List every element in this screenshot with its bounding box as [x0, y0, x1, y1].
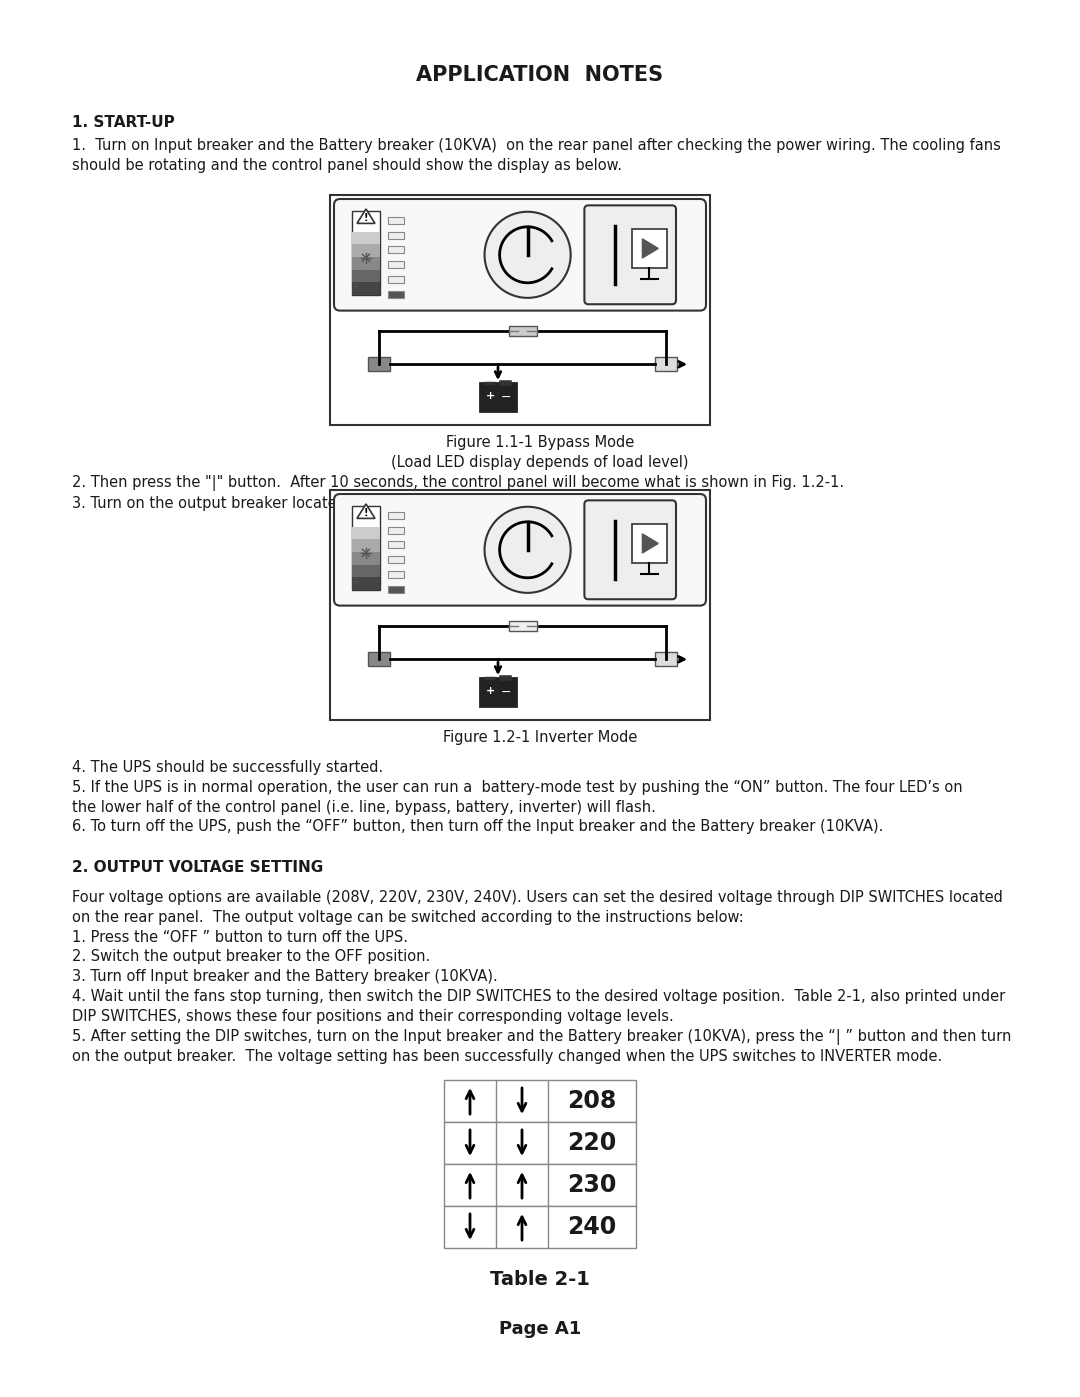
Bar [330, 490, 710, 719]
Bar [388, 291, 404, 298]
Text: −: − [501, 391, 511, 404]
Polygon shape [643, 534, 658, 553]
Text: 4. The UPS should be successfully started.
5. If the UPS is in normal operation,: 4. The UPS should be successfully starte… [72, 760, 962, 834]
Bar [388, 261, 404, 268]
Text: -: - [375, 576, 378, 585]
FancyBboxPatch shape [334, 495, 706, 606]
Bar [509, 620, 537, 631]
Bar [444, 1206, 636, 1248]
Circle shape [485, 507, 570, 592]
Bar [388, 556, 404, 563]
Bar [388, 585, 404, 592]
Text: +: + [485, 391, 495, 401]
FancyBboxPatch shape [334, 198, 706, 310]
Bar [388, 527, 404, 534]
Bar [352, 257, 380, 270]
Bar [654, 652, 677, 666]
Bar [352, 527, 380, 539]
Polygon shape [643, 239, 658, 258]
Bar [352, 232, 380, 244]
Text: Figure 1.2-1 Inverter Mode: Figure 1.2-1 Inverter Mode [443, 731, 637, 745]
Bar [388, 571, 404, 578]
Bar [480, 678, 516, 705]
Bar [388, 217, 404, 224]
Text: (Load LED display depends of load level): (Load LED display depends of load level) [391, 455, 689, 469]
Bar [654, 358, 677, 372]
Text: −: − [501, 686, 511, 698]
Text: 220: 220 [567, 1132, 617, 1155]
Bar [632, 524, 667, 563]
Text: !: ! [364, 212, 368, 224]
Text: 230: 230 [567, 1173, 617, 1197]
Bar [444, 1122, 636, 1164]
Text: Figure 1.1-1 Bypass Mode: Figure 1.1-1 Bypass Mode [446, 434, 634, 450]
Bar [352, 539, 380, 552]
Bar [632, 229, 667, 267]
Bar [330, 196, 710, 425]
Text: 1.  Turn on Input breaker and the Battery breaker (10KVA)  on the rear panel aft: 1. Turn on Input breaker and the Battery… [72, 138, 1001, 173]
Bar [352, 211, 380, 295]
FancyBboxPatch shape [584, 205, 676, 305]
Text: APPLICATION  NOTES: APPLICATION NOTES [417, 66, 663, 85]
Bar [480, 383, 516, 411]
Circle shape [485, 212, 570, 298]
Bar [352, 577, 380, 590]
Text: -: - [375, 281, 378, 291]
Text: !: ! [364, 509, 368, 518]
Text: Page A1: Page A1 [499, 1320, 581, 1338]
Bar [352, 506, 380, 590]
Bar [509, 326, 537, 335]
Bar [368, 358, 390, 372]
Bar [352, 270, 380, 282]
Text: Four voltage options are available (208V, 220V, 230V, 240V). Users can set the d: Four voltage options are available (208V… [72, 890, 1011, 1065]
Text: 2. OUTPUT VOLTAGE SETTING: 2. OUTPUT VOLTAGE SETTING [72, 861, 323, 875]
Text: 240: 240 [567, 1215, 617, 1239]
Bar [352, 552, 380, 564]
Bar [444, 1164, 636, 1206]
Bar [388, 232, 404, 239]
Text: +: + [352, 577, 360, 585]
Text: 208: 208 [567, 1090, 617, 1113]
Text: +: + [352, 282, 360, 291]
Bar [388, 542, 404, 549]
Polygon shape [357, 504, 375, 518]
Text: +: + [485, 686, 495, 696]
Bar [388, 275, 404, 282]
Bar [352, 244, 380, 257]
Bar [388, 511, 404, 520]
Bar [388, 246, 404, 253]
Bar [444, 1080, 636, 1122]
Text: 1. START-UP: 1. START-UP [72, 115, 175, 130]
Text: 2. Then press the "|" button.  After 10 seconds, the control panel will become w: 2. Then press the "|" button. After 10 s… [72, 475, 845, 511]
Polygon shape [357, 210, 375, 224]
Bar [352, 282, 380, 295]
Bar [368, 652, 390, 666]
Bar [352, 564, 380, 577]
Text: Table 2-1: Table 2-1 [490, 1270, 590, 1289]
FancyBboxPatch shape [584, 500, 676, 599]
